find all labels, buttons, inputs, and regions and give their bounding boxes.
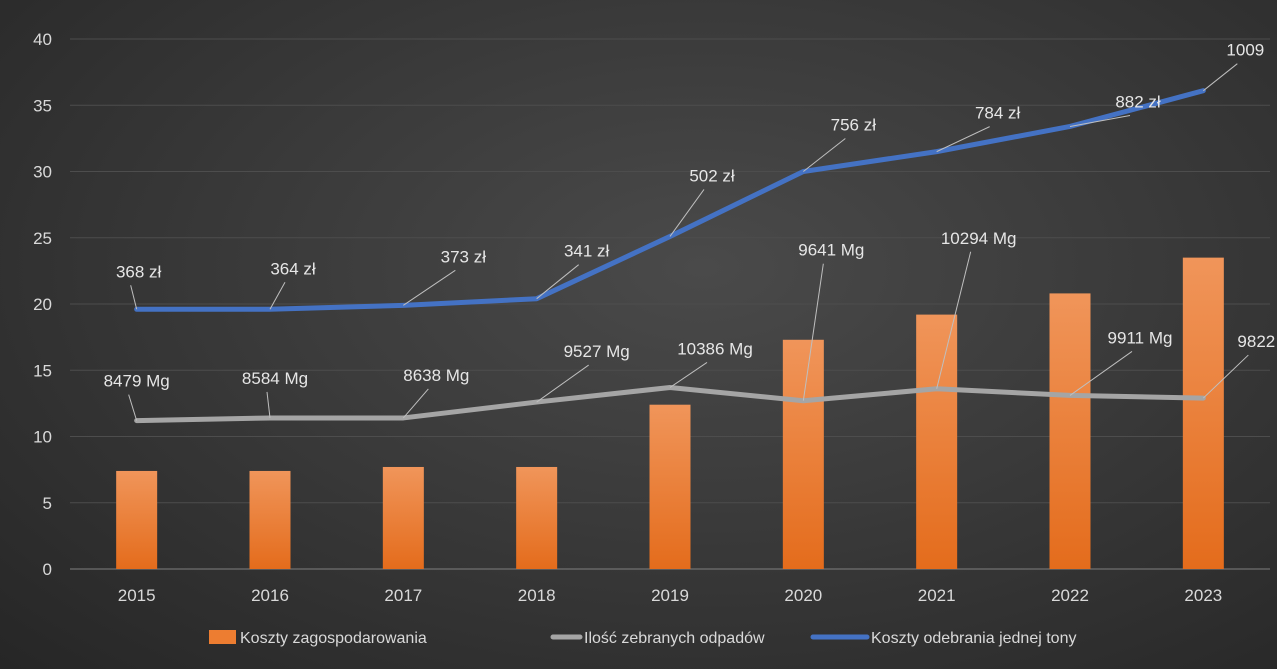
data-labels: 8479 Mg 8584 Mg 8638 Mg 9527 Mg 10386 Mg 9641… xyxy=(104,41,1275,421)
data-label: 9911 Mg xyxy=(1108,328,1173,347)
legend-label: Ilość zebranych odpadów xyxy=(584,630,765,647)
bar xyxy=(116,470,158,569)
data-label: 364 zł xyxy=(270,259,316,278)
data-label: 9527 Mg xyxy=(564,342,630,361)
x-tick-label: 2023 xyxy=(1184,586,1222,605)
y-tick-label: 40 xyxy=(33,30,52,49)
y-tick-label: 10 xyxy=(33,428,52,447)
label-leader xyxy=(269,282,286,310)
label-leader xyxy=(1202,354,1249,399)
data-label: 10386 Mg xyxy=(677,339,753,358)
y-tick-label: 25 xyxy=(33,229,52,248)
label-leader xyxy=(402,388,429,419)
y-tick-label: 20 xyxy=(33,295,52,314)
label-leader xyxy=(1069,351,1133,396)
legend-label: Koszty zagospodarowania xyxy=(240,630,427,647)
x-axis: 2015 2016 2017 2018 2019 2020 2021 2022 2023 xyxy=(118,586,1222,605)
label-leader xyxy=(669,189,705,237)
x-tick-label: 2020 xyxy=(784,586,822,605)
bar-series xyxy=(116,257,1224,569)
label-leader xyxy=(803,138,846,172)
legend-label: Koszty odebrania jednej tony xyxy=(871,630,1076,647)
x-tick-label: 2015 xyxy=(118,586,156,605)
data-label: 784 zł xyxy=(975,104,1021,123)
bar xyxy=(649,404,691,569)
label-leader xyxy=(1203,63,1238,92)
x-tick-label: 2021 xyxy=(918,586,956,605)
label-leader xyxy=(936,251,972,389)
bar xyxy=(782,339,824,569)
data-label: 8584 Mg xyxy=(242,369,308,388)
data-label: 341 zł xyxy=(564,242,610,261)
y-axis: 0 5 10 15 20 25 30 35 40 xyxy=(33,30,52,579)
label-leader xyxy=(403,269,456,306)
label-leader xyxy=(669,362,708,388)
y-tick-label: 0 xyxy=(43,560,52,579)
y-tick-label: 5 xyxy=(43,494,52,513)
data-label: 1009 xyxy=(1226,41,1264,60)
data-label: 756 zł xyxy=(831,116,877,135)
data-label: 882 zł xyxy=(1115,92,1161,111)
data-label: 9641 Mg xyxy=(798,241,864,260)
label-leader xyxy=(536,264,579,300)
label-leader xyxy=(536,364,589,403)
data-label: 502 zł xyxy=(689,166,735,185)
data-label: 373 zł xyxy=(441,247,487,266)
y-tick-label: 35 xyxy=(33,96,52,115)
x-tick-label: 2017 xyxy=(384,586,422,605)
y-tick-label: 15 xyxy=(33,361,52,380)
bar xyxy=(249,470,291,569)
label-leader xyxy=(128,394,138,421)
legend: Koszty zagospodarowania Ilość zebranych o… xyxy=(209,630,1076,647)
bar xyxy=(516,466,558,569)
label-leader xyxy=(802,263,824,401)
x-tick-label: 2019 xyxy=(651,586,689,605)
bar xyxy=(1182,257,1224,569)
bar xyxy=(916,314,958,569)
label-leader xyxy=(130,285,138,310)
data-label: 368 zł xyxy=(116,262,162,281)
label-leader xyxy=(1069,114,1131,127)
legend-swatch xyxy=(209,630,236,644)
data-label: 8638 Mg xyxy=(403,366,469,385)
bar xyxy=(382,466,424,569)
data-label: 9822 xyxy=(1237,332,1275,351)
label-leader xyxy=(936,126,990,153)
data-label: 10294 Mg xyxy=(941,229,1017,248)
bar xyxy=(1049,293,1091,569)
x-tick-label: 2022 xyxy=(1051,586,1089,605)
x-tick-label: 2016 xyxy=(251,586,289,605)
label-leader xyxy=(266,391,271,419)
data-label: 8479 Mg xyxy=(104,372,170,391)
y-tick-label: 30 xyxy=(33,163,52,182)
x-tick-label: 2018 xyxy=(518,586,556,605)
